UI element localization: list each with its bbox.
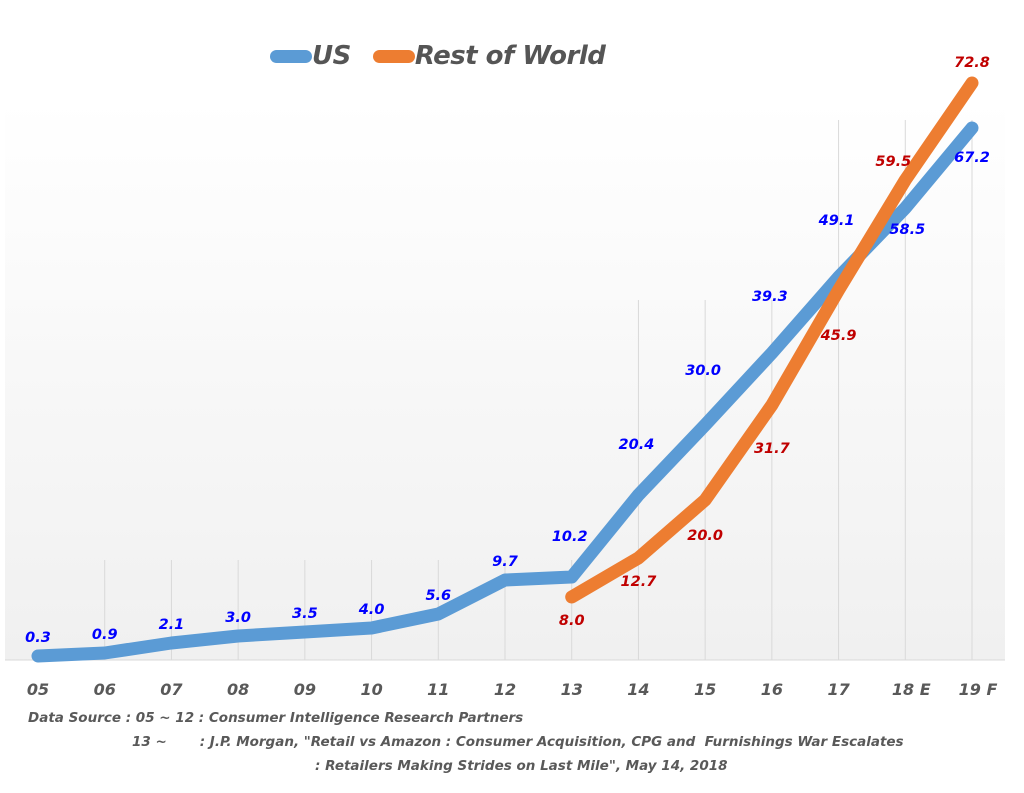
x-tick-label: 06 [94,680,116,699]
data-label: 59.5 [875,154,911,170]
data-label: 4.0 [358,602,385,618]
data-label: 30.0 [685,363,721,379]
data-label: 0.9 [92,627,118,643]
legend-item-us: US [270,41,351,71]
data-label: 8.0 [559,613,585,629]
data-label: 9.7 [492,554,519,570]
data-label: 5.6 [425,588,451,604]
x-tick-label: 16 [761,680,783,699]
data-label: 20.0 [687,528,723,544]
x-tick-label: 14 [627,680,649,699]
x-tick-label: 07 [160,680,183,699]
data-label: 20.4 [619,437,655,453]
legend-swatch-us [270,49,312,63]
data-label: 0.3 [25,630,51,646]
x-tick-label: 08 [227,680,249,699]
data-label: 72.8 [954,55,990,71]
series-lines [31,76,979,663]
footer-line-1: Data Source : 05 ~ 12 : Consumer Intelli… [28,710,524,726]
legend: US Rest of World [270,38,615,74]
data-label: 10.2 [552,529,588,545]
data-label: 49.1 [818,213,855,229]
x-tick-label: 18 E [892,680,931,699]
data-label: 39.3 [752,289,788,305]
x-axis-ticks: 05 06 07 08 09 10 11 12 13 14 15 16 17 18 E 19 F [27,680,998,699]
legend-swatch-rest-of-world [372,49,415,63]
data-label: 12.7 [621,574,658,590]
x-tick-label: 17 [827,680,850,699]
data-label: 67.2 [954,150,990,166]
data-label: 3.5 [292,606,318,622]
legend-item-rest-of-world: Rest of World [372,41,606,71]
series-line-rest-of-world [565,76,979,604]
data-labels: 0.3 0.9 2.1 3.0 3.5 4.0 5.6 9.7 10.2 20.4 30.0 39.3… [25,55,990,646]
footer-line-3: : Retailers Making Strides on Last Mile"… [315,758,728,774]
x-tick-label: 19 F [959,680,998,699]
x-tick-label: 05 [27,680,49,699]
x-tick-label: 10 [360,680,382,699]
data-label: 58.5 [889,222,925,238]
legend-label-us: US [312,41,351,71]
x-tick-label: 13 [561,680,583,699]
legend-label-rest-of-world: Rest of World [414,41,606,71]
x-tick-label: 09 [294,680,316,699]
footer-line-2: 13 ~ : J.P. Morgan, "Retail vs Amazon : … [132,734,904,750]
data-label: 3.0 [225,610,251,626]
data-label: 45.9 [820,328,857,344]
data-label: 31.7 [754,441,791,457]
x-tick-label: 12 [494,680,516,699]
x-tick-label: 11 [427,680,449,699]
x-tick-label: 15 [694,680,716,699]
data-label: 2.1 [159,617,185,633]
